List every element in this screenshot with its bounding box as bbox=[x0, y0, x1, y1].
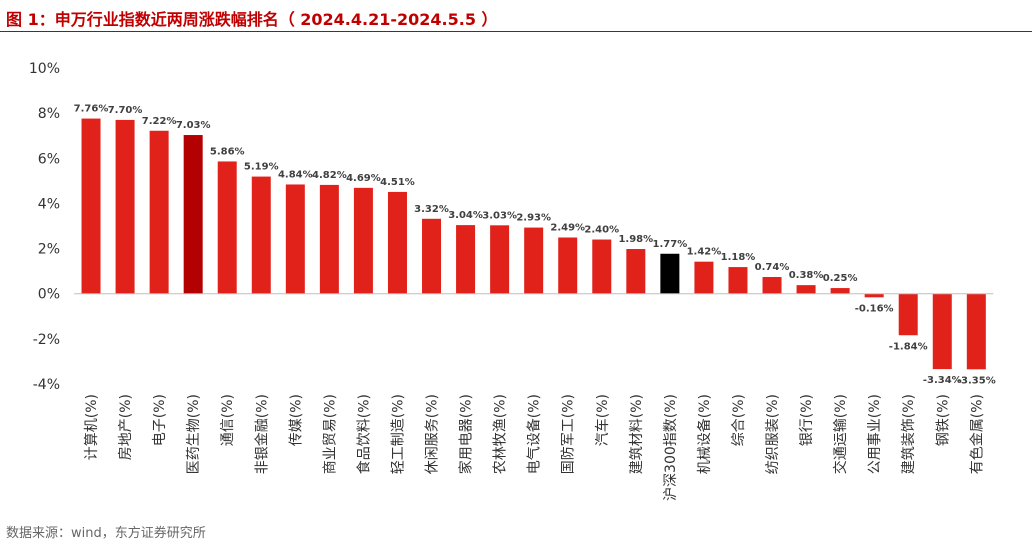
category-label: 有色金属(%) bbox=[968, 394, 985, 474]
y-tick-label: 2% bbox=[38, 242, 60, 258]
bar-value-label: -0.16% bbox=[855, 303, 894, 314]
bar bbox=[864, 293, 884, 298]
bar bbox=[558, 237, 578, 294]
category-label: 房地产(%) bbox=[118, 394, 134, 460]
bar-chart: -4% -2% 0% 2% 4% 6% 8% 10% 7.76% 7.70%7.22% 7.03%… bbox=[29, 61, 996, 501]
bar bbox=[217, 161, 237, 294]
y-tick-label: 4% bbox=[38, 196, 60, 212]
value-labels: 7.76% 7.70%7.22% 7.03% 5.86% 5.19%4.84% 4.82%… bbox=[74, 104, 996, 387]
bar bbox=[490, 225, 510, 294]
bar-value-label: 1.98% bbox=[618, 234, 653, 245]
category-label: 电气设备(%) bbox=[526, 394, 543, 474]
bar bbox=[183, 135, 203, 294]
bar-value-label: 1.42% bbox=[687, 247, 722, 258]
category-label: 通信(%) bbox=[220, 394, 236, 446]
category-label: 纺织服装(%) bbox=[765, 394, 781, 474]
category-label: 钢铁(%) bbox=[935, 394, 951, 446]
y-tick-label: 0% bbox=[38, 287, 60, 303]
bar-series bbox=[81, 118, 986, 370]
bar bbox=[728, 267, 748, 294]
bar bbox=[81, 118, 101, 294]
bar-value-label: 4.51% bbox=[380, 177, 415, 188]
category-label: 商业贸易(%) bbox=[322, 394, 338, 474]
y-tick-label: -2% bbox=[33, 332, 60, 348]
bar-value-label: 1.18% bbox=[721, 252, 756, 263]
category-label: 建筑材料(%) bbox=[629, 394, 645, 474]
bar-value-label: 4.84% bbox=[278, 169, 313, 180]
category-label: 食品饮料(%) bbox=[355, 394, 372, 474]
bar bbox=[319, 184, 339, 294]
y-tick-label: -4% bbox=[33, 377, 60, 393]
title-divider bbox=[0, 31, 1032, 32]
category-label: 沪深300指数(%) bbox=[663, 394, 679, 501]
bar-value-label: -3.34% bbox=[923, 375, 962, 386]
bar bbox=[694, 261, 714, 294]
bar-value-label: 5.86% bbox=[210, 146, 245, 157]
bar bbox=[932, 293, 952, 370]
bar bbox=[456, 225, 476, 294]
bar-value-label: 7.76% bbox=[74, 104, 109, 115]
bar bbox=[285, 184, 305, 294]
category-label: 轻工制造(%) bbox=[390, 394, 406, 474]
category-label: 计算机(%) bbox=[84, 394, 100, 460]
bar-value-label: 5.19% bbox=[244, 162, 279, 173]
bar bbox=[149, 130, 169, 294]
bar bbox=[898, 293, 918, 336]
y-tick-label: 6% bbox=[38, 151, 60, 167]
bar bbox=[626, 249, 646, 294]
bar-value-label: 7.70% bbox=[108, 105, 143, 116]
bar-value-label: 7.22% bbox=[142, 116, 177, 127]
bar bbox=[422, 218, 442, 294]
category-label: 公用事业(%) bbox=[867, 394, 883, 474]
category-label: 交通运输(%) bbox=[832, 394, 849, 474]
bar bbox=[524, 227, 544, 294]
bar-value-label: -3.35% bbox=[957, 375, 996, 386]
bar-value-label: 3.32% bbox=[414, 204, 449, 215]
chart-title: 图 1：申万行业指数近两周涨跌幅排名（ 2024.4.21-2024.5.5 ） bbox=[6, 10, 498, 29]
y-axis: -4% -2% 0% 2% 4% 6% 8% 10% bbox=[29, 61, 60, 393]
category-label: 国防军工(%) bbox=[561, 394, 577, 474]
y-tick-label: 8% bbox=[38, 106, 60, 122]
category-label: 建筑装饰(%) bbox=[901, 394, 917, 474]
bar-value-label: 0.74% bbox=[755, 262, 790, 273]
data-source-note: 数据来源：wind，东方证券研究所 bbox=[6, 526, 206, 541]
bar-value-label: 3.04% bbox=[448, 210, 483, 221]
category-label: 传媒(%) bbox=[288, 394, 304, 446]
category-label: 非银金融(%) bbox=[254, 394, 270, 474]
bar-value-label: 1.77% bbox=[653, 239, 688, 250]
category-label: 电子(%) bbox=[152, 394, 168, 446]
bar bbox=[115, 119, 135, 294]
bar bbox=[830, 288, 850, 294]
category-labels: 计算机(%) 房地产(%) 电子(%) 医药生物(%) 通信(%) 非银金融(%) 传媒(%… bbox=[84, 394, 985, 501]
bar bbox=[796, 285, 816, 294]
bar-value-label: 2.40% bbox=[584, 225, 619, 236]
bar bbox=[660, 253, 680, 294]
bar bbox=[762, 277, 782, 294]
bar bbox=[592, 239, 612, 294]
category-label: 农林牧渔(%) bbox=[493, 394, 509, 474]
bar-value-label: 4.82% bbox=[312, 170, 347, 181]
bar bbox=[251, 176, 271, 294]
bar-value-label: 2.93% bbox=[516, 213, 551, 224]
category-label: 医药生物(%) bbox=[186, 394, 202, 474]
category-label: 休闲服务(%) bbox=[425, 394, 441, 474]
bar-value-label: 4.69% bbox=[346, 173, 381, 184]
bar-value-label: 0.25% bbox=[823, 273, 858, 284]
bar bbox=[387, 191, 407, 294]
y-tick-label: 10% bbox=[29, 61, 60, 77]
bar-value-label: 7.03% bbox=[176, 120, 211, 131]
category-label: 机械设备(%) bbox=[696, 394, 713, 474]
bar-value-label: 2.49% bbox=[550, 223, 585, 234]
bar bbox=[353, 187, 373, 294]
category-label: 综合(%) bbox=[731, 394, 747, 446]
bar-value-label: -1.84% bbox=[889, 341, 928, 352]
bar-value-label: 0.38% bbox=[789, 270, 824, 281]
category-label: 家用电器(%) bbox=[458, 394, 475, 474]
bar-value-label: 3.03% bbox=[482, 210, 517, 221]
category-label: 汽车(%) bbox=[594, 394, 611, 446]
category-label: 银行(%) bbox=[799, 394, 815, 446]
bar bbox=[966, 293, 986, 370]
